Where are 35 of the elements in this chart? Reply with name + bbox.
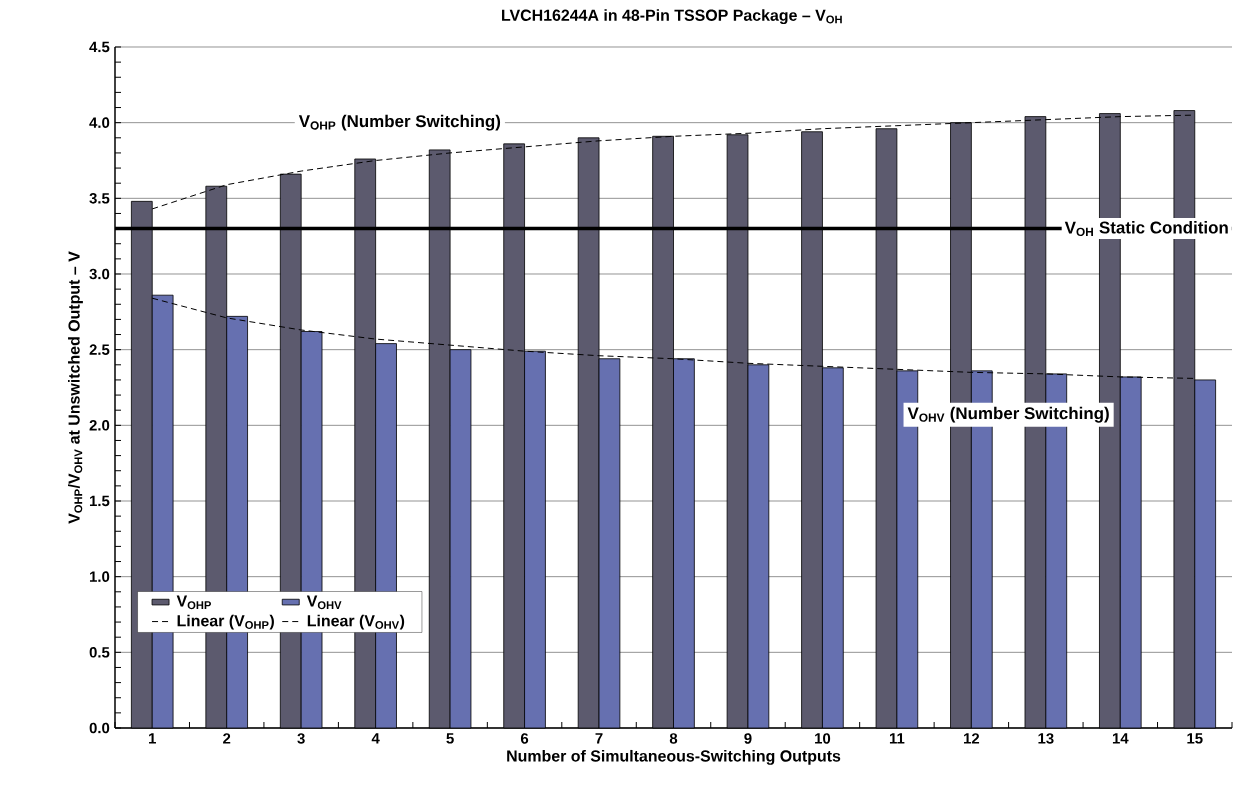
y-tick-label: 4.5 [89, 41, 110, 53]
y-tick-label: 3.5 [89, 193, 110, 204]
chart-title: LVCH16244A in 48-Pin TSSOP Package – V$_{OH}$ [502, 9, 842, 25]
x-tick-label: 1 [149, 733, 156, 744]
legend-label: V$_{OHV}$ [306, 595, 342, 610]
legend-label: Linear (V$_{OHV}$) [307, 614, 405, 630]
y-tick-label: 0.0 [89, 722, 110, 734]
x-tick-label: 5 [446, 733, 454, 744]
y-tick-label: 1.0 [89, 571, 110, 582]
x-tick-label: 4 [371, 733, 380, 744]
x-tick-label: 12 [964, 733, 980, 744]
y-axis-title: V$_{OHP}$/V$_{OHV}$ at Unswitched Output – V [68, 251, 83, 524]
ref-line-label: V$_{OH}$ Static Condition [1064, 221, 1228, 237]
annotation: V$_{OHP}$ (Number Switching) [298, 114, 501, 131]
y-tick-label: 1.5 [89, 495, 110, 507]
x-tick-label: 15 [1187, 733, 1203, 744]
x-tick-label: 9 [744, 733, 752, 744]
y-tick-label: 4.0 [89, 117, 110, 128]
y-tick-label: 2.5 [89, 344, 110, 355]
y-tick-label: 2.0 [89, 420, 110, 431]
annotation: V$_{OHV}$ (Number Switching) [907, 406, 1109, 423]
legend-label: V$_{OHP}$ [176, 595, 211, 610]
x-tick-label: 8 [669, 733, 678, 744]
x-tick-label: 2 [223, 733, 231, 744]
x-axis-title: Number of Simultaneous-Switching Outputs [507, 749, 841, 765]
x-tick-label: 14 [1112, 733, 1129, 744]
x-tick-label: 3 [297, 733, 305, 744]
x-tick-label: 7 [595, 733, 603, 744]
x-tick-label: 13 [1038, 733, 1054, 744]
x-tick-label: 10 [815, 733, 831, 744]
x-tick-label: 6 [520, 733, 529, 744]
legend-label: Linear (V$_{OHP}$) [177, 614, 274, 630]
x-tick-label: 11 [889, 733, 905, 744]
y-tick-label: 0.5 [89, 647, 110, 658]
y-tick-label: 3.0 [89, 268, 110, 280]
